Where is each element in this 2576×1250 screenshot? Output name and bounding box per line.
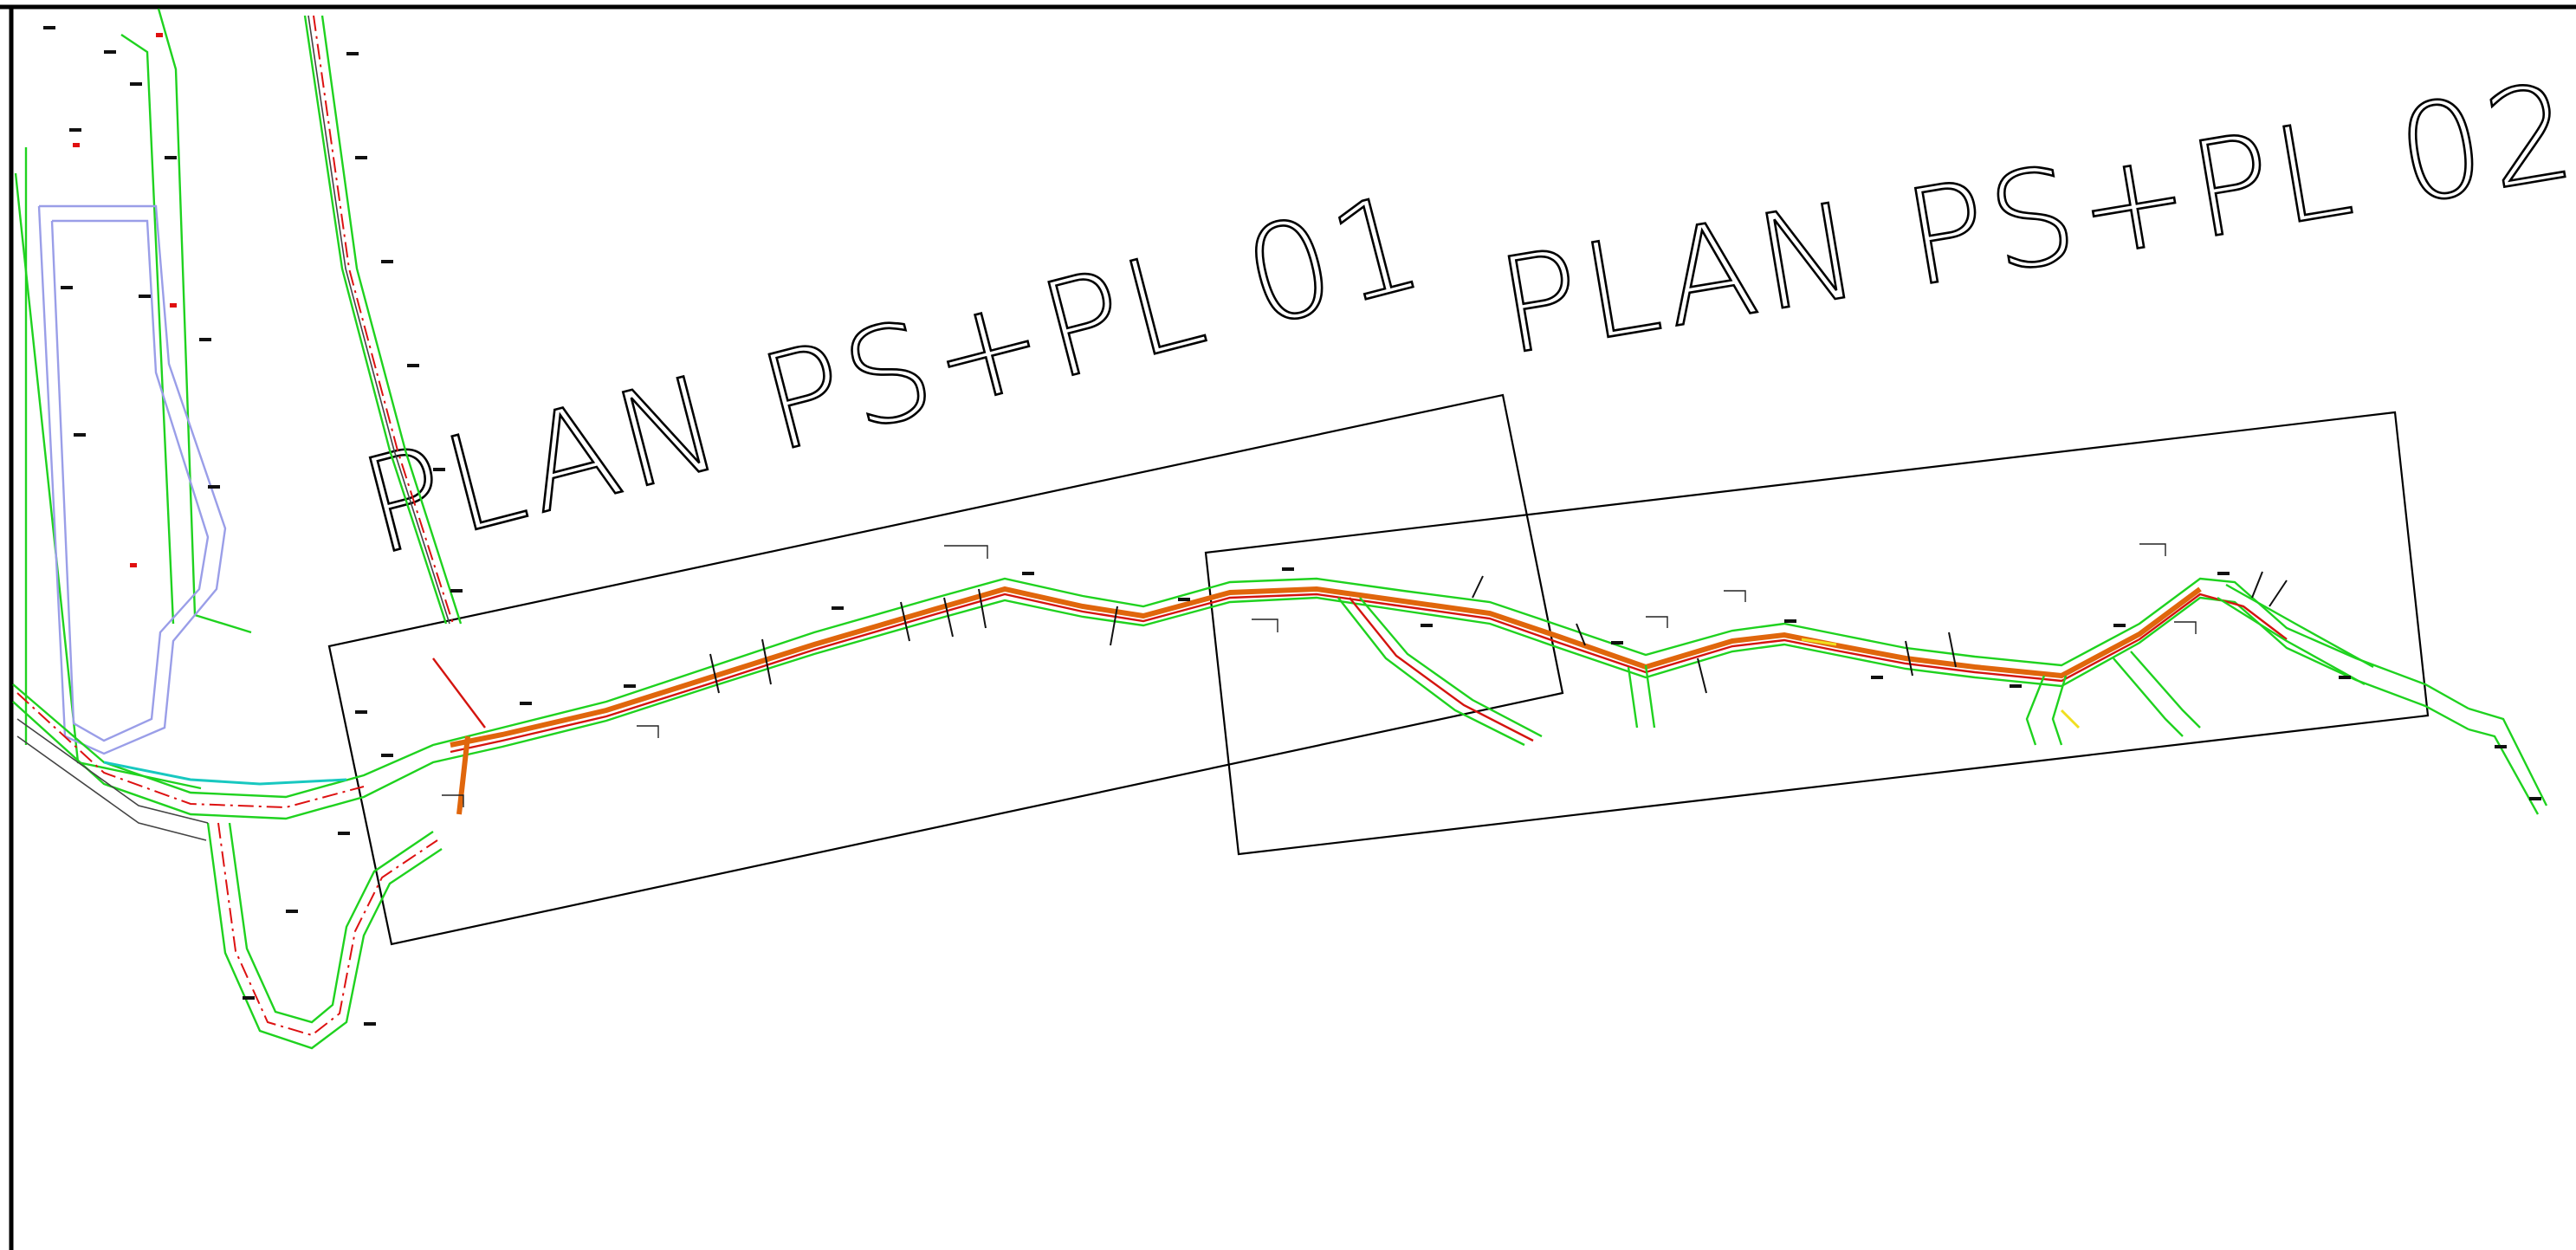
- cross-section-ticks: [709, 571, 2288, 694]
- pipeline-alignment: [12, 577, 2469, 820]
- southwest-branch: [16, 718, 443, 1050]
- callout-markers: [442, 543, 2197, 807]
- sheet-rectangle-plan-02[interactable]: [1204, 411, 2430, 856]
- building-block: [14, 8, 252, 790]
- survey-markers: [43, 26, 2541, 1026]
- side-branches: [103, 583, 2548, 815]
- drawing-frame: [0, 4, 2576, 1250]
- sheet-label-plan-02: PLAN PS+PL 02: [1489, 53, 2576, 384]
- north-road: [303, 15, 463, 625]
- red-markers: [73, 33, 177, 567]
- sheet-rectangle-plan-01[interactable]: [327, 393, 1564, 946]
- sheet-label-plan-01: PLAN PS+PL 01: [348, 164, 1441, 585]
